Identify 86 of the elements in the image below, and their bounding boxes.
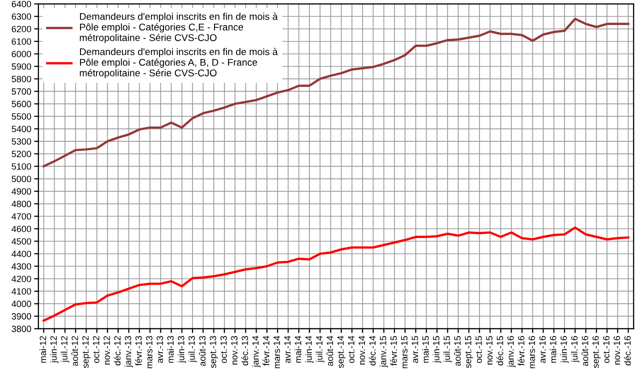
x-tick-label: oct.-12 [92, 336, 100, 363]
x-tick-label: sept.-16 [592, 336, 601, 368]
x-tick-label: juin-13 [178, 336, 186, 363]
x-tick-label: juin-16 [560, 336, 569, 363]
x-tick-label: juin-12 [50, 336, 59, 363]
y-tick-label: 5400 [12, 126, 32, 132]
y-tick-label: 4100 [12, 288, 32, 295]
y-tick-label: 5000 [12, 176, 32, 182]
y-tick-label: 5300 [12, 138, 32, 145]
x-tick-label: mai-13 [167, 336, 174, 363]
y-tick-label: 6300 [12, 13, 32, 20]
x-tick-label: mars-16 [528, 336, 536, 368]
x-tick-label: août-14 [326, 336, 334, 366]
x-tick-label: févr.-13 [135, 336, 142, 366]
x-tick-label: nov.-15 [486, 336, 493, 364]
legend-label: Demandeurs d'emploi inscrits en fin de mois à Pôle emploi - Catégories C,E - France métropolitaine - Série CVS-CJO [80, 12, 278, 44]
y-tick-label: 4000 [12, 300, 32, 308]
x-tick-label: juil.-12 [60, 336, 70, 362]
x-tick-label: sept.-14 [337, 336, 346, 368]
line-series [42, 226, 630, 322]
x-tick-label: sept.-15 [464, 336, 474, 368]
x-tick-label: nov.-16 [614, 336, 620, 364]
x-tick-label: nov.-14 [358, 336, 365, 364]
x-tick-label: août-16 [582, 336, 588, 366]
x-tick-label: août-12 [71, 336, 78, 366]
x-tick-label: mai-16 [550, 336, 556, 363]
x-tick-label: févr.-14 [262, 336, 270, 366]
x-tick-label: mars-15 [401, 336, 408, 368]
y-tick-label: 5500 [12, 113, 32, 120]
x-tick-label: nov.-13 [231, 336, 238, 364]
x-tick-label: janv.-13 [124, 336, 133, 368]
y-tick-label: 5200 [12, 150, 32, 158]
x-tick-label: juil.-15 [443, 336, 452, 362]
y-tick-label: 6000 [12, 50, 32, 58]
x-tick-label: févr.-16 [518, 336, 524, 366]
x-tick-label: mai-12 [40, 336, 46, 363]
x-tick-label: déc.-14 [368, 336, 376, 366]
y-tick-label: 4300 [12, 263, 32, 270]
y-tick-label: 6400 [12, 0, 32, 8]
x-tick-label: sept.-13 [210, 336, 218, 368]
x-tick-label: janv.-14 [252, 336, 260, 368]
x-tick-label: févr.-15 [390, 336, 397, 366]
x-tick-label: juil.-16 [570, 336, 580, 362]
y-tick-label: 4600 [12, 226, 32, 232]
y-tick-label: 4700 [12, 213, 32, 220]
y-tick-label: 5700 [12, 88, 32, 95]
x-tick-label: mai-15 [422, 336, 429, 363]
x-tick-label: août-13 [198, 336, 206, 366]
y-tick-label: 5800 [12, 76, 32, 82]
x-tick-label: avr.-13 [156, 336, 164, 363]
x-tick-label: déc.-16 [624, 336, 631, 366]
y-tick-label: 4800 [12, 200, 32, 208]
y-tick-label: 3800 [12, 326, 32, 332]
x-tick-label: oct.-13 [220, 336, 227, 363]
x-tick-label: juil.-14 [316, 336, 324, 362]
x-tick-label: avr.-14 [284, 336, 291, 363]
x-tick-label: mai-14 [294, 336, 302, 363]
x-tick-label: avr.-16 [539, 336, 546, 363]
y-tick-label: 4200 [12, 276, 32, 282]
x-tick-label: janv.-15 [380, 336, 388, 368]
x-tick-label: août-15 [454, 336, 461, 366]
y-tick-label: 5100 [12, 163, 32, 170]
x-tick-label: nov.-12 [104, 336, 110, 364]
x-tick-label: avr.-15 [412, 336, 418, 363]
x-tick-label: déc.-15 [496, 336, 504, 366]
x-tick-label: sept.-12 [82, 336, 90, 368]
x-tick-label: janv.-16 [507, 336, 516, 368]
x-tick-label: déc.-12 [114, 336, 121, 366]
x-tick-label: oct.-15 [476, 336, 482, 363]
y-tick-label: 4400 [12, 250, 32, 258]
x-tick-label: oct.-14 [348, 336, 354, 363]
y-tick-label: 6100 [12, 38, 32, 45]
y-tick-label: 4500 [12, 238, 32, 245]
x-tick-label: oct.-16 [603, 336, 610, 363]
y-tick-label: 4900 [12, 188, 32, 195]
x-tick-label: juin-14 [305, 336, 314, 363]
y-tick-label: 3900 [12, 313, 32, 320]
x-tick-label: mars-14 [274, 336, 280, 368]
x-tick-label: mars-13 [146, 336, 152, 368]
y-tick-label: 6200 [12, 26, 32, 32]
x-tick-label: déc.-13 [241, 336, 248, 366]
y-tick-label: 5900 [12, 63, 32, 70]
legend-label: Demandeurs d'emploi inscrits en fin de mois à Pôle emploi - Catégories A, B, D - France métropolitaine - Série CVS-CJO [80, 48, 278, 78]
x-tick-label: juil.-13 [188, 336, 197, 362]
x-tick-label: juin-15 [432, 336, 442, 363]
y-tick-label: 5600 [12, 100, 32, 108]
